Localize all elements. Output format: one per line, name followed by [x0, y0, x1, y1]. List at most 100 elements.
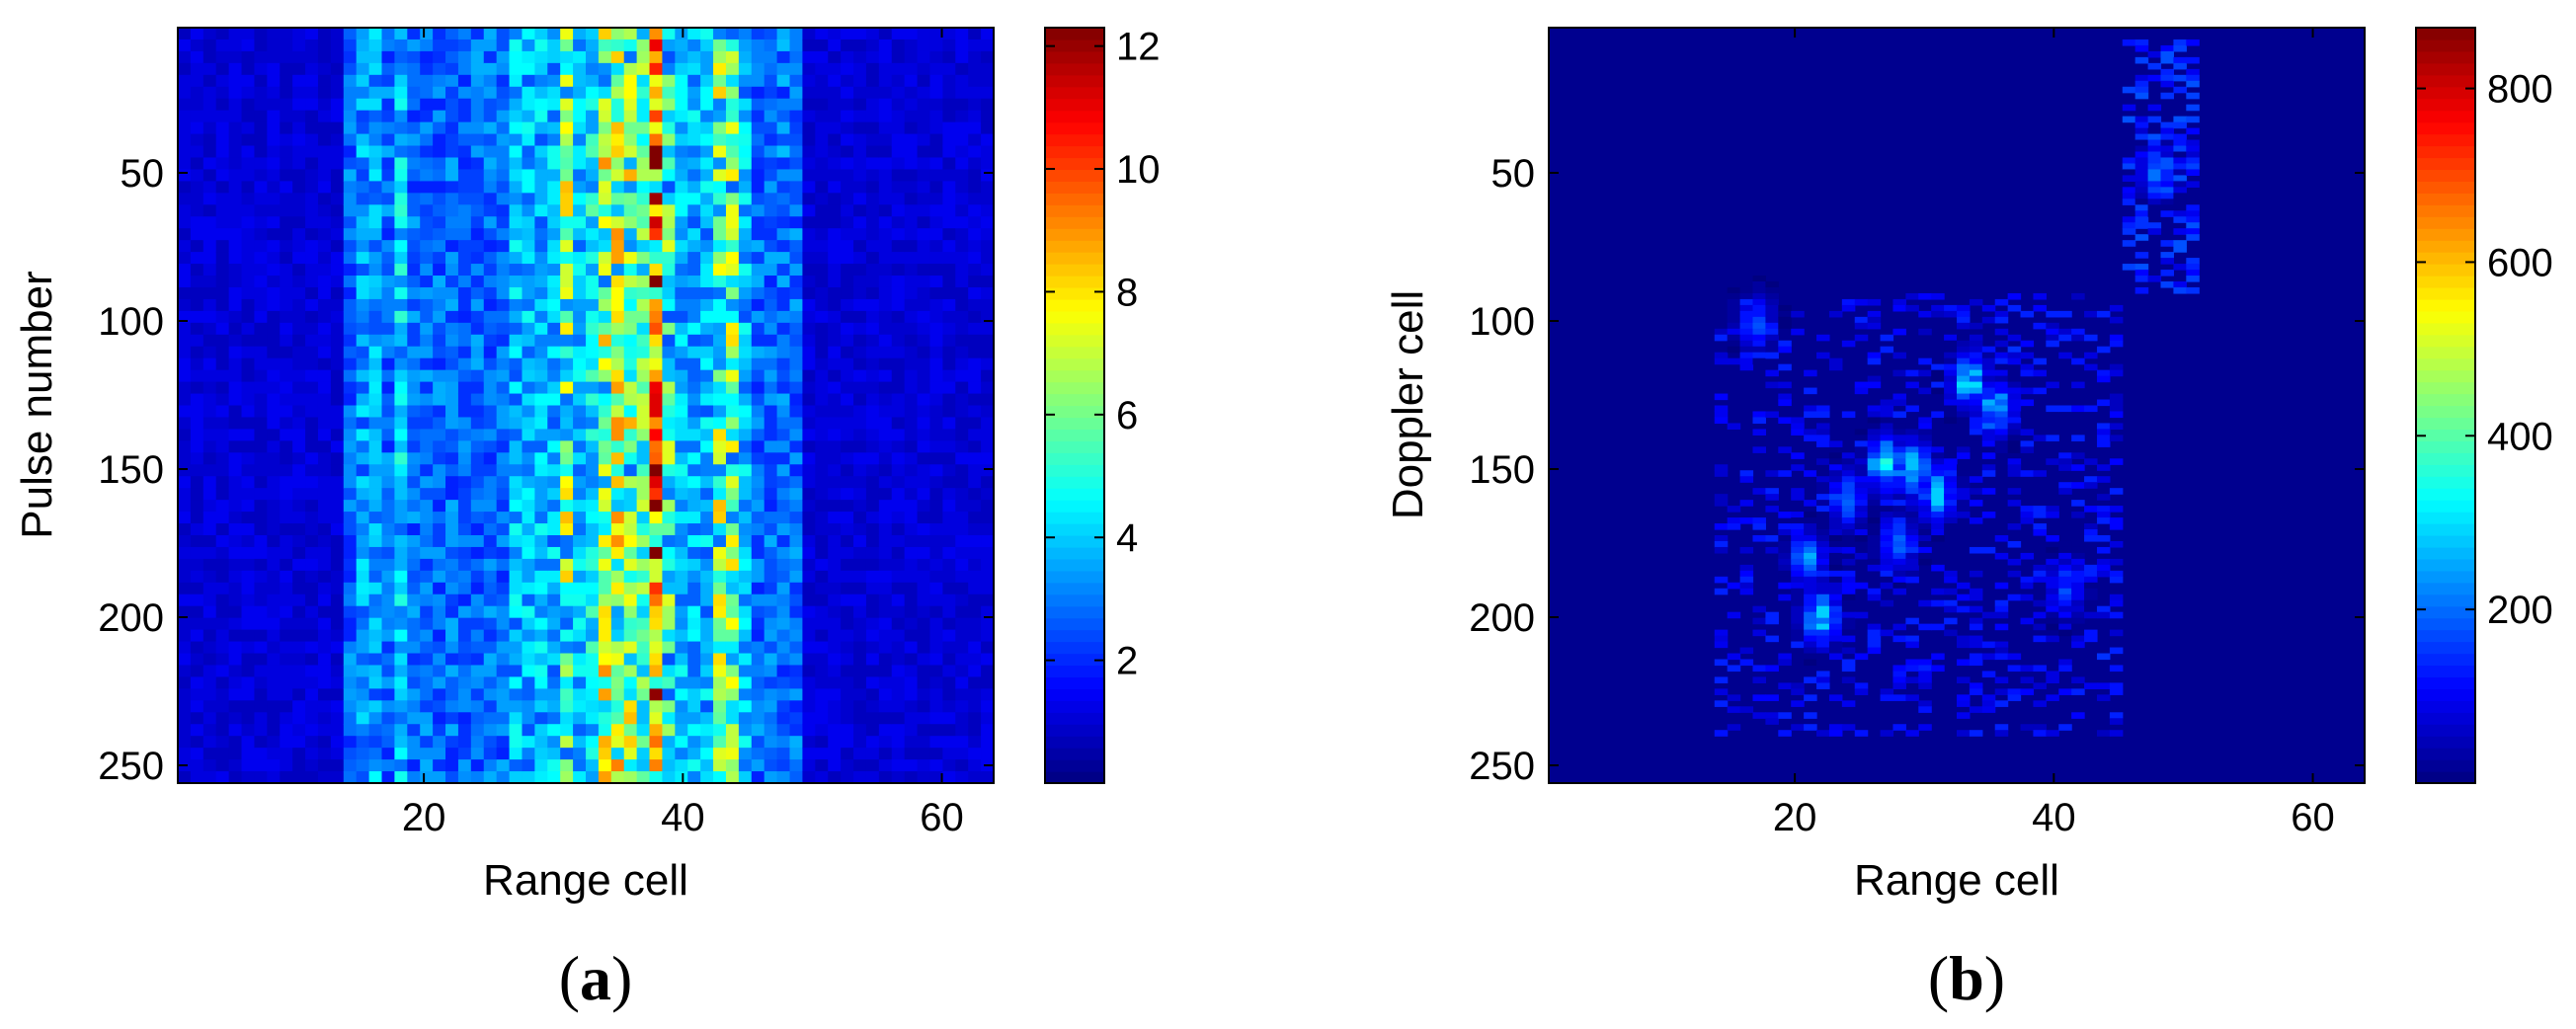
- heatmap-cell: [178, 193, 192, 205]
- heatmap-cell: [586, 617, 600, 631]
- heatmap-cell: [305, 523, 319, 536]
- heatmap-cell: [330, 512, 345, 524]
- heatmap-cell: [178, 617, 192, 631]
- heatmap-cell: [509, 429, 523, 441]
- heatmap-cell: [215, 322, 230, 336]
- heatmap-cell: [929, 464, 943, 477]
- heatmap-cell: [522, 169, 535, 182]
- heatmap-cell: [457, 264, 472, 277]
- heatmap-cell: [802, 264, 816, 277]
- heatmap-cell: [267, 74, 281, 88]
- heatmap-cell: [1969, 429, 1983, 435]
- heatmap-cell: [381, 228, 396, 241]
- heatmap-cell: [725, 605, 740, 619]
- heatmap-cell: [891, 570, 906, 584]
- heatmap-cell: [241, 346, 256, 359]
- heatmap-cell: [662, 629, 676, 643]
- heatmap-cell: [483, 736, 498, 749]
- heatmap-cell: [1854, 381, 1869, 389]
- heatmap-cell: [815, 534, 829, 548]
- heatmap-cell: [343, 688, 358, 701]
- heatmap-cell: [343, 252, 358, 265]
- heatmap-cell: [853, 240, 867, 253]
- heatmap-cell: [509, 546, 523, 560]
- heatmap-cell: [292, 546, 306, 560]
- heatmap-cell: [547, 676, 561, 689]
- heatmap-cell: [1931, 665, 1945, 673]
- heatmap-cell: [330, 62, 345, 76]
- heatmap-cell: [700, 617, 714, 631]
- heatmap-cell: [968, 641, 982, 655]
- colorbar-swatch: [1045, 121, 1104, 135]
- heatmap-cell: [190, 700, 204, 713]
- heatmap-cell: [330, 665, 345, 678]
- heatmap-cell: [330, 534, 345, 548]
- heatmap-cell: [330, 252, 345, 265]
- heatmap-cell: [547, 464, 561, 477]
- heatmap-cell: [407, 653, 421, 667]
- heatmap-cell: [381, 582, 396, 595]
- heatmap-cell: [1944, 346, 1958, 354]
- heatmap-cell: [457, 700, 472, 713]
- heatmap-cell: [496, 452, 511, 465]
- heatmap-cell: [802, 216, 816, 229]
- heatmap-cell: [202, 617, 217, 631]
- heatmap-cell: [1892, 506, 1906, 513]
- heatmap-cell: [254, 759, 268, 772]
- heatmap-cell: [330, 50, 345, 64]
- heatmap-cell: [178, 676, 192, 689]
- heatmap-cell: [955, 216, 969, 229]
- heatmap-cell: [509, 534, 523, 548]
- heatmap-cell: [802, 322, 816, 336]
- heatmap-cell: [433, 169, 446, 182]
- heatmap-cell: [1752, 310, 1767, 318]
- heatmap-cell: [815, 121, 829, 135]
- heatmap-cell: [267, 688, 281, 701]
- heatmap-cell: [509, 653, 523, 667]
- heatmap-cell: [470, 228, 485, 241]
- heatmap-cell: [1957, 393, 1971, 401]
- heatmap-cell: [573, 429, 587, 441]
- heatmap-cell: [330, 771, 345, 784]
- heatmap-cell: [802, 62, 816, 76]
- heatmap-cell: [420, 417, 434, 430]
- heatmap-cell: [280, 736, 293, 749]
- heatmap-cell: [981, 405, 995, 419]
- heatmap-cell: [636, 121, 651, 135]
- heatmap-cell: [1957, 423, 1971, 431]
- heatmap-cell: [929, 523, 943, 536]
- heatmap-cell: [586, 546, 600, 560]
- heatmap-cell: [1905, 512, 1919, 518]
- heatmap-cell: [789, 582, 804, 595]
- heatmap-cell: [942, 617, 956, 631]
- heatmap-cell: [1816, 582, 1830, 590]
- heatmap-cell: [330, 440, 345, 453]
- heatmap-cell: [1918, 435, 1932, 441]
- heatmap-cell: [687, 688, 701, 701]
- heatmap-cell: [241, 169, 256, 182]
- heatmap-cell: [509, 512, 523, 524]
- heatmap-cell: [700, 452, 714, 465]
- heatmap-cell: [981, 417, 995, 430]
- heatmap-cell: [178, 74, 192, 88]
- heatmap-cell: [649, 405, 664, 419]
- colorbar-swatch: [1045, 617, 1104, 631]
- heatmap-cell: [649, 429, 664, 441]
- heatmap-cell: [228, 736, 243, 749]
- heatmap-cell: [1867, 316, 1882, 324]
- heatmap-cell: [547, 759, 561, 772]
- heatmap-cell: [815, 688, 829, 701]
- heatmap-cell: [241, 700, 256, 713]
- heatmap-cell: [764, 204, 778, 217]
- heatmap-cell: [853, 605, 867, 619]
- heatmap-cell: [776, 512, 791, 524]
- heatmap-cell: [178, 298, 192, 312]
- heatmap-cell: [228, 181, 243, 194]
- heatmap-cell: [267, 121, 281, 135]
- heatmap-cell: [942, 228, 956, 241]
- heatmap-cell: [445, 759, 459, 772]
- heatmap-cell: [343, 86, 358, 100]
- heatmap-cell: [878, 169, 893, 182]
- heatmap-cell: [981, 193, 995, 205]
- heatmap-cell: [942, 252, 956, 265]
